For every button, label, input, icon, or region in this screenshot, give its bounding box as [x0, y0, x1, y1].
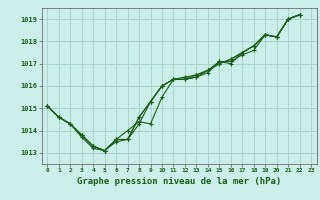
X-axis label: Graphe pression niveau de la mer (hPa): Graphe pression niveau de la mer (hPa) — [77, 177, 281, 186]
